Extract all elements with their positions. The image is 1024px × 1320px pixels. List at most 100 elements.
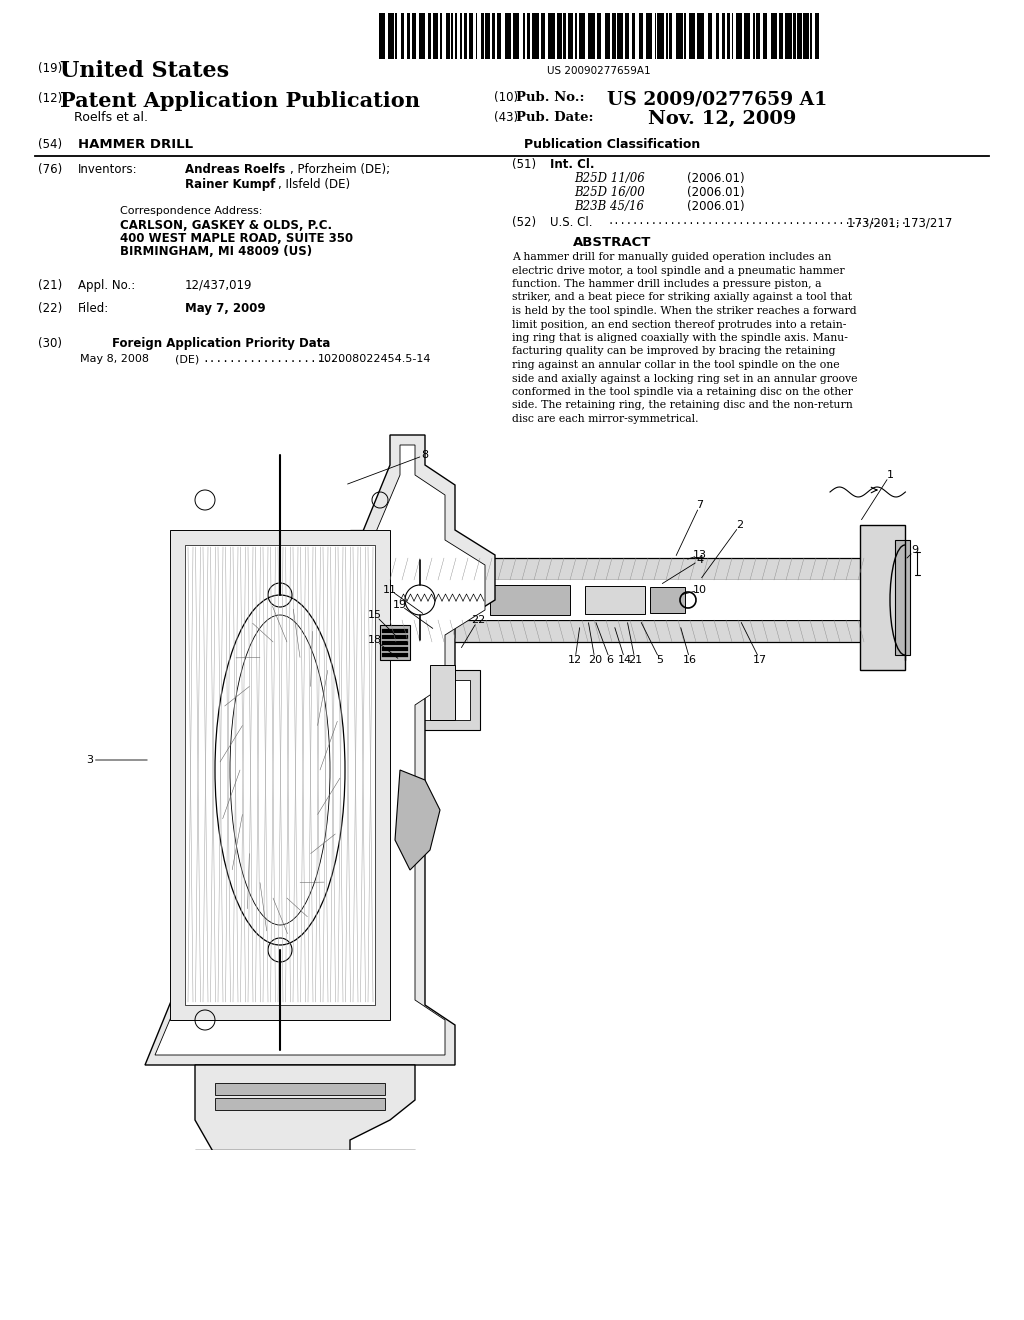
Text: Correspondence Address:: Correspondence Address: — [120, 206, 262, 216]
Bar — [490, 585, 570, 615]
Bar — [650, 587, 685, 612]
Text: Int. Cl.: Int. Cl. — [550, 158, 595, 172]
Text: (30): (30) — [38, 337, 62, 350]
Bar — [365, 692, 380, 700]
Bar — [419, 13, 425, 59]
Text: ................................................: ........................................… — [607, 216, 907, 226]
Text: 3: 3 — [86, 755, 93, 766]
Bar — [793, 13, 796, 59]
Bar — [431, 710, 446, 718]
Text: Pub. No.:: Pub. No.: — [516, 91, 585, 104]
Text: limit position, an end section thereof protrudes into a retain-: limit position, an end section thereof p… — [512, 319, 847, 330]
Text: A hammer drill for manually guided operation includes an: A hammer drill for manually guided opera… — [512, 252, 831, 261]
Bar — [360, 680, 470, 719]
Bar — [215, 1082, 385, 1096]
Text: 1: 1 — [887, 470, 894, 480]
Bar — [531, 13, 539, 59]
Bar — [382, 653, 408, 657]
Bar — [708, 13, 713, 59]
Polygon shape — [195, 1065, 415, 1155]
Bar — [757, 13, 760, 59]
Text: is held by the tool spindle. When the striker reaches a forward: is held by the tool spindle. When the st… — [512, 306, 857, 315]
Bar — [597, 13, 601, 59]
Text: 4: 4 — [696, 554, 703, 565]
Bar — [215, 1098, 385, 1110]
Text: (22): (22) — [38, 302, 62, 315]
Text: (DE): (DE) — [175, 354, 200, 364]
Text: 20: 20 — [588, 655, 602, 665]
Bar — [385, 579, 895, 620]
Text: side and axially against a locking ring set in an annular groove: side and axially against a locking ring … — [512, 374, 857, 384]
Bar — [753, 13, 755, 59]
Text: 21: 21 — [628, 655, 642, 665]
Text: Publication Classification: Publication Classification — [524, 139, 700, 150]
Text: US 2009/0277659 A1: US 2009/0277659 A1 — [607, 90, 827, 108]
Bar — [632, 13, 635, 59]
Bar — [350, 531, 395, 671]
Bar — [412, 13, 416, 59]
Text: Andreas Roelfs: Andreas Roelfs — [185, 162, 286, 176]
Text: Roelfs et al.: Roelfs et al. — [74, 111, 148, 124]
Bar — [460, 13, 462, 59]
Text: 5: 5 — [656, 655, 664, 665]
Text: 12: 12 — [568, 655, 582, 665]
Bar — [895, 540, 910, 655]
Polygon shape — [155, 445, 485, 1055]
Bar — [476, 13, 477, 59]
Bar — [588, 13, 595, 59]
Bar — [205, 1185, 406, 1200]
Text: 400 WEST MAPLE ROAD, SUITE 350: 400 WEST MAPLE ROAD, SUITE 350 — [120, 232, 353, 246]
Text: Rainer Kumpf: Rainer Kumpf — [185, 178, 275, 191]
Bar — [387, 692, 402, 700]
Text: (54): (54) — [38, 139, 62, 150]
Bar — [379, 13, 385, 59]
Text: (51): (51) — [512, 158, 537, 172]
Text: Foreign Application Priority Data: Foreign Application Priority Data — [112, 337, 331, 350]
Bar — [785, 13, 792, 59]
Text: .....................: ..................... — [202, 354, 344, 364]
Text: 13: 13 — [693, 550, 707, 560]
Text: (2006.01): (2006.01) — [687, 172, 744, 185]
Bar — [585, 586, 645, 614]
Bar — [382, 647, 408, 651]
Bar — [492, 13, 496, 59]
Text: ring against an annular collar in the tool spindle on the one: ring against an annular collar in the to… — [512, 360, 840, 370]
Bar — [185, 545, 375, 1005]
Bar — [579, 13, 585, 59]
Bar — [604, 13, 609, 59]
Text: (19): (19) — [38, 62, 62, 75]
Bar — [563, 13, 565, 59]
Text: Patent Application Publication: Patent Application Publication — [60, 91, 420, 111]
Bar — [684, 13, 686, 59]
Bar — [625, 13, 630, 59]
Bar — [513, 13, 519, 59]
Polygon shape — [395, 770, 440, 870]
Bar — [860, 525, 905, 671]
Bar — [654, 13, 656, 59]
Text: conformed in the tool spindle via a retaining disc on the other: conformed in the tool spindle via a reta… — [512, 387, 853, 397]
Text: (76): (76) — [38, 162, 62, 176]
Bar — [382, 635, 408, 639]
Bar — [431, 692, 446, 700]
Bar — [763, 13, 767, 59]
Bar — [409, 692, 424, 700]
Text: HAMMER DRILL: HAMMER DRILL — [78, 139, 194, 150]
Bar — [770, 13, 777, 59]
Bar — [617, 13, 624, 59]
Text: (21): (21) — [38, 279, 62, 292]
Bar — [464, 13, 468, 59]
Bar — [639, 13, 643, 59]
Bar — [574, 13, 578, 59]
Text: , Pforzheim (DE);: , Pforzheim (DE); — [290, 162, 390, 176]
Bar — [445, 13, 450, 59]
Bar — [723, 13, 725, 59]
Text: May 8, 2008: May 8, 2008 — [80, 354, 150, 364]
Bar — [409, 710, 424, 718]
Bar — [541, 13, 545, 59]
Text: (2006.01): (2006.01) — [687, 201, 744, 213]
Bar — [455, 13, 457, 59]
Text: 12/437,019: 12/437,019 — [185, 279, 253, 292]
Text: side. The retaining ring, the retaining disc and the non-return: side. The retaining ring, the retaining … — [512, 400, 853, 411]
Bar — [522, 13, 525, 59]
Text: 15: 15 — [368, 610, 382, 620]
